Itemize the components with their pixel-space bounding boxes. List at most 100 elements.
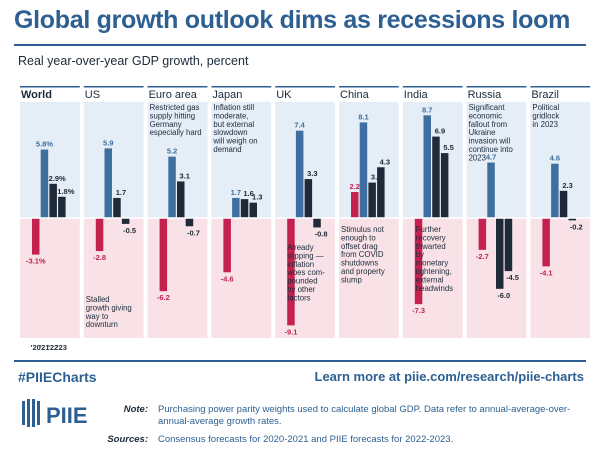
bar-2020[interactable] (32, 218, 40, 255)
data-label: 7.4 (294, 121, 305, 130)
bar-2023[interactable] (121, 218, 130, 224)
data-label: -7.3 (412, 306, 425, 315)
bar-2022[interactable] (559, 190, 568, 218)
bar-2020[interactable] (542, 218, 550, 267)
bar-2020[interactable] (287, 218, 295, 326)
panel-annotation: Stalled (86, 295, 110, 304)
panel-label: India (404, 89, 429, 101)
sources-text: Consensus forecasts for 2020-2021 and PI… (158, 434, 454, 445)
data-label: 1.6 (243, 189, 253, 198)
bar-2023[interactable] (185, 218, 194, 227)
panel-annotation: inflation (287, 260, 314, 269)
data-label: 4.6 (550, 154, 560, 163)
panel-annotation: Inflation still (213, 103, 254, 112)
panel-annotation: but external (213, 120, 254, 129)
year-label: '23 (57, 343, 67, 352)
bar-2023[interactable] (377, 167, 385, 218)
bar-2022[interactable] (240, 199, 249, 218)
note-text: Purchasing power parity weights used to … (158, 404, 571, 427)
panel-label: Japan (212, 89, 242, 101)
panel-annotation: especially hard (150, 128, 202, 137)
bar-2023[interactable] (58, 196, 66, 218)
panel-annotation: tightening, (416, 267, 452, 276)
panel-annotation: way to (85, 312, 109, 321)
data-label: -6.2 (157, 293, 170, 302)
panel-bg-positive (211, 102, 272, 218)
learn-more-link[interactable]: Learn more at piie.com/research/piie-cha… (314, 369, 585, 384)
bar-2023[interactable] (313, 218, 321, 228)
piie-logo[interactable]: PIIE (22, 399, 132, 429)
panel-annotation: headwinds (416, 284, 453, 293)
year-label: '22 (48, 343, 58, 352)
bar-2021[interactable] (551, 163, 559, 218)
bar-2021[interactable] (40, 149, 49, 218)
panel-annotation: Political (532, 103, 559, 112)
data-label: 2.2 (350, 182, 360, 191)
data-label: 5.9 (103, 138, 113, 147)
panel-annotation: pounded (287, 277, 317, 286)
data-label: -4.1 (540, 268, 553, 277)
panel-annotation: by other (287, 285, 316, 294)
bar-2021[interactable] (168, 156, 176, 218)
panel-annotation: woes com- (286, 268, 325, 277)
data-label: 8.1 (358, 112, 368, 121)
bar-2022[interactable] (177, 181, 185, 218)
bar-2023[interactable] (568, 218, 577, 221)
bar-2023[interactable] (440, 153, 449, 218)
data-label: 1.7 (231, 188, 241, 197)
panel-annotation: moderate, (213, 111, 248, 120)
bar-2021[interactable] (232, 197, 240, 218)
data-label: -9.1 (284, 327, 297, 336)
data-label: 4.7 (486, 153, 496, 162)
bar-2022[interactable] (113, 197, 121, 218)
bar-2023[interactable] (504, 218, 513, 272)
bar-2020[interactable] (159, 218, 168, 292)
panel-annotation: slipping — (287, 251, 324, 260)
bar-2021[interactable] (359, 122, 368, 218)
bar-2020[interactable] (95, 218, 104, 252)
bar-2022[interactable] (368, 182, 376, 218)
data-label: -6.0 (497, 291, 510, 300)
bar-2022[interactable] (432, 136, 440, 218)
panel-annotation: supply hitting (150, 111, 196, 120)
panel-label: Euro area (149, 89, 198, 101)
panel-annotation: monetary (416, 259, 449, 268)
bar-2021[interactable] (423, 115, 432, 218)
bar-2022[interactable] (304, 179, 313, 218)
panel-annotation: and property (341, 267, 385, 276)
panel-header-rule (275, 86, 335, 88)
data-label: 2.3 (562, 181, 572, 190)
data-label: 5.2 (167, 147, 177, 156)
panel-annotation: Ukraine (469, 128, 496, 137)
bar-2021[interactable] (295, 130, 304, 218)
panel-annotation: in 2023 (532, 120, 558, 129)
panel-annotation: will weigh on (212, 137, 257, 146)
bar-2022[interactable] (49, 183, 57, 218)
data-label: 8.7 (422, 105, 432, 114)
year-label: '20 (31, 343, 41, 352)
data-label: 5.5 (443, 143, 453, 152)
bar-2020[interactable] (351, 192, 359, 218)
panel-bg-negative (147, 218, 208, 338)
data-label: 6.9 (435, 127, 445, 136)
panel-header-rule (339, 86, 399, 88)
panel-annotation: slowdown (213, 128, 247, 137)
bar-2021[interactable] (487, 162, 495, 218)
data-label: -2.8 (93, 253, 106, 262)
data-label: 5.8% (36, 140, 53, 149)
bar-2020[interactable] (478, 218, 487, 250)
sources-label: Sources: (107, 434, 148, 445)
data-label: 1.3 (252, 193, 262, 202)
panel-annotation: growth giving (86, 303, 132, 312)
data-label: -2.7 (476, 252, 489, 261)
chart-area: World -3.1% 5.8% 2.9% 1.8% US -2.8 5.9 1.7 -0.5 St… (20, 86, 591, 352)
bar-2021[interactable] (104, 148, 113, 218)
bar-2022[interactable] (496, 218, 504, 289)
bar-2023[interactable] (249, 202, 258, 218)
data-label: -4.6 (221, 274, 234, 283)
bar-2020[interactable] (414, 218, 423, 305)
panel-label: US (85, 89, 100, 101)
hashtag-link[interactable]: #PIIECharts (18, 369, 97, 385)
bar-2020[interactable] (223, 218, 231, 273)
panel-header-rule (20, 86, 80, 88)
